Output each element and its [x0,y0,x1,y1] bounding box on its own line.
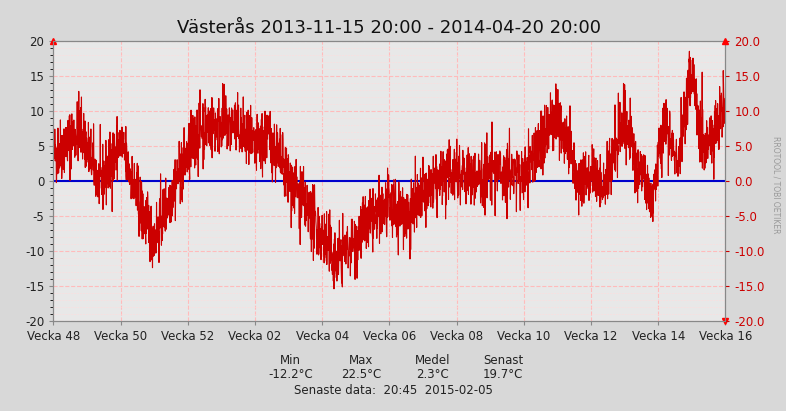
Text: Min: Min [281,354,301,367]
Text: Senaste data:  20:45  2015-02-05: Senaste data: 20:45 2015-02-05 [293,384,493,397]
Text: RROTOOL / TOBI OETIKER: RROTOOL / TOBI OETIKER [772,136,780,234]
Text: 22.5°C: 22.5°C [341,368,382,381]
Text: 2.3°C: 2.3°C [416,368,449,381]
Text: Medel: Medel [414,354,450,367]
Text: 19.7°C: 19.7°C [483,368,523,381]
Text: Senast: Senast [483,354,523,367]
Title: Västerås 2013-11-15 20:00 - 2014-04-20 20:00: Västerås 2013-11-15 20:00 - 2014-04-20 2… [178,19,601,37]
Text: Max: Max [349,354,374,367]
Text: -12.2°C: -12.2°C [269,368,313,381]
